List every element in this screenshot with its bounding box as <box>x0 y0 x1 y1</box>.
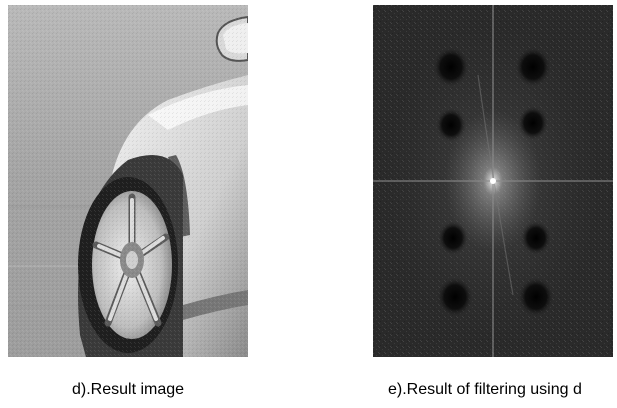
fourier-spectrum-icon <box>373 5 613 357</box>
car-wheel-photo-icon <box>8 5 248 357</box>
filtering-result-spectrum <box>373 5 613 357</box>
result-image <box>8 5 248 357</box>
result-image-caption: d).Result image <box>72 381 185 398</box>
filtering-result-caption: e).Result of filtering using d <box>388 381 582 398</box>
